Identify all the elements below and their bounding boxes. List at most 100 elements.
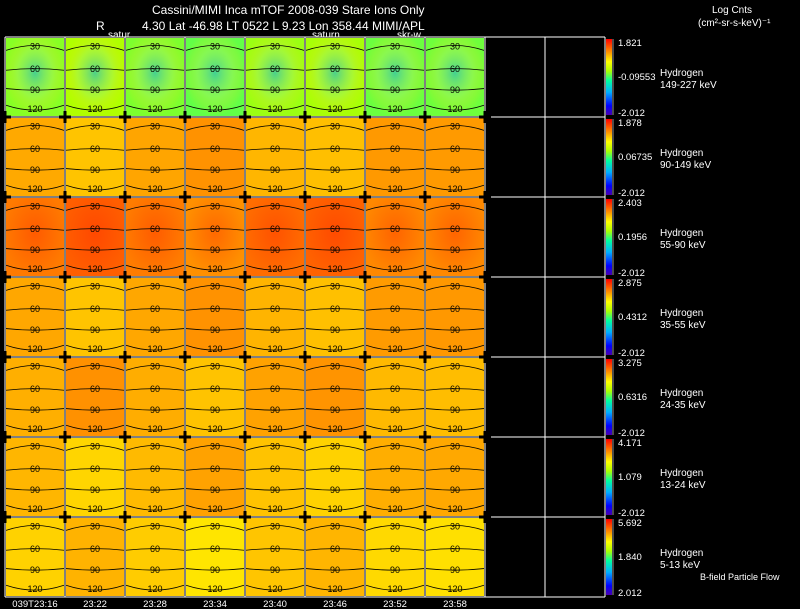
contour-label: 90 (90, 485, 100, 495)
contour-label: 60 (330, 64, 340, 74)
contour-label: 60 (30, 144, 40, 154)
colorbar-mid-label: -0.09553 (618, 72, 656, 83)
contour-line (425, 488, 485, 491)
contour-label: 120 (147, 424, 162, 434)
contour-label: 30 (210, 282, 220, 292)
contour-label: 90 (270, 85, 280, 95)
heatmap-cell (186, 438, 244, 516)
contour-label: 120 (267, 264, 282, 274)
contour-line (125, 88, 185, 91)
contour-line (185, 504, 245, 511)
cell-cool-region (66, 38, 124, 116)
contour-label: 30 (30, 282, 40, 292)
contour-line (125, 525, 185, 531)
contour-label: 90 (390, 245, 400, 255)
contour-label: 120 (87, 184, 102, 194)
cross-marker (119, 111, 131, 123)
band-energy-label: 24-35 keV (660, 400, 706, 411)
contour-line (125, 264, 185, 271)
contour-line (245, 68, 305, 71)
heatmap-cell (126, 118, 184, 196)
cross-marker (119, 431, 131, 443)
overlap-marker-2: saturn (312, 30, 340, 41)
contour-line (245, 504, 305, 511)
heatmap-cell (186, 358, 244, 436)
colorbar-max-label: 3.275 (618, 358, 642, 369)
heatmap-cell (126, 518, 184, 596)
contour-label: 120 (147, 184, 162, 194)
contour-label: 120 (27, 344, 42, 354)
contour-line (245, 548, 305, 551)
heatmap-cell (366, 518, 424, 596)
contour-line (185, 125, 245, 131)
contour-line (185, 584, 245, 591)
cross-marker (479, 511, 491, 523)
contour-label: 30 (30, 522, 40, 532)
contour-label: 30 (30, 122, 40, 132)
heatmap-cell (126, 278, 184, 356)
heatmap-cell (426, 438, 484, 516)
contour-line (125, 68, 185, 71)
cell-hot-region (306, 198, 364, 276)
contour-line (5, 45, 65, 51)
contour-label: 30 (270, 522, 280, 532)
contour-label: 60 (150, 64, 160, 74)
contour-label: 90 (330, 405, 340, 415)
contour-line (305, 308, 365, 311)
contour-label: 30 (450, 122, 460, 132)
contour-line (245, 248, 305, 251)
contour-label: 60 (210, 224, 220, 234)
contour-label: 60 (150, 304, 160, 314)
contour-label: 120 (87, 344, 102, 354)
contour-label: 60 (270, 224, 280, 234)
x-tick-label: 23:34 (203, 599, 227, 609)
cross-marker (59, 191, 71, 203)
colorbar (606, 279, 612, 355)
heatmap-cell (246, 518, 304, 596)
contour-label: 30 (390, 42, 400, 52)
colorbar-mid-label: 1.079 (618, 472, 642, 483)
contour-label: 90 (90, 165, 100, 175)
contour-line (425, 365, 485, 371)
colorbar-mid-label: 0.4312 (618, 312, 647, 323)
contour-line (425, 88, 485, 91)
heatmap-cell (246, 278, 304, 356)
contour-line (365, 424, 425, 431)
heatmap-cell (366, 118, 424, 196)
cross-marker (419, 511, 431, 523)
contour-label: 30 (330, 442, 340, 452)
contour-label: 90 (30, 85, 40, 95)
contour-label: 120 (147, 104, 162, 114)
contour-line (185, 264, 245, 271)
contour-label: 60 (450, 464, 460, 474)
contour-line (245, 285, 305, 291)
contour-label: 120 (327, 184, 342, 194)
contour-line (65, 205, 125, 211)
cross-marker (299, 271, 311, 283)
contour-label: 30 (210, 202, 220, 212)
overlap-marker-1: satur (108, 30, 131, 41)
contour-line (125, 228, 185, 231)
contour-label: 30 (270, 42, 280, 52)
cross-marker (299, 511, 311, 523)
contour-label: 90 (330, 165, 340, 175)
colorbar-max-label: 1.821 (618, 38, 642, 49)
contour-line (125, 344, 185, 351)
heatmap-cell (66, 438, 124, 516)
contour-line (185, 184, 245, 191)
heatmap-cell (66, 278, 124, 356)
contour-label: 120 (387, 184, 402, 194)
heatmap-cell (126, 438, 184, 516)
contour-label: 120 (447, 264, 462, 274)
contour-label: 120 (87, 584, 102, 594)
contour-line (125, 445, 185, 451)
contour-label: 90 (390, 485, 400, 495)
contour-line (365, 308, 425, 311)
contour-label: 30 (330, 522, 340, 532)
contour-line (245, 104, 305, 111)
contour-label: 60 (450, 384, 460, 394)
contour-label: 30 (390, 282, 400, 292)
cross-marker (299, 351, 311, 363)
cross-marker (179, 351, 191, 363)
contour-label: 30 (330, 122, 340, 132)
